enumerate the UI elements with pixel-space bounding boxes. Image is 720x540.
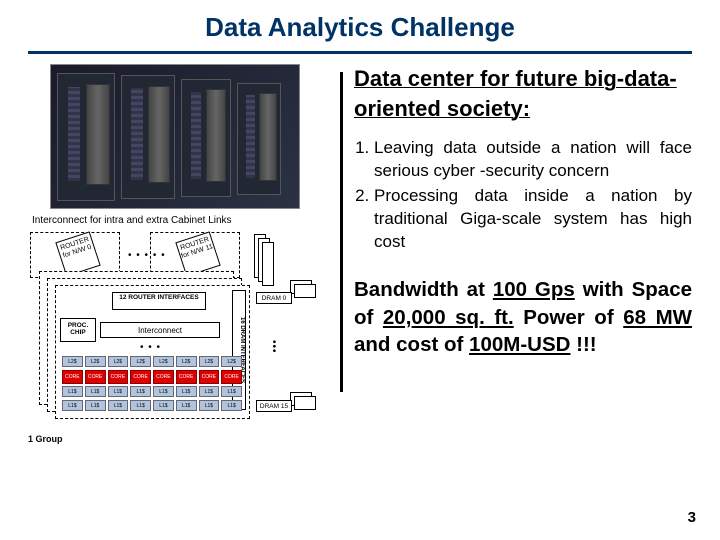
l2-cache-row: L2$L2$L2$L2$L2$L2$L2$L2$ <box>62 356 242 367</box>
list-item: Processing data inside a nation by tradi… <box>374 185 692 254</box>
group-label: 1 Group <box>28 434 63 444</box>
architecture-diagram: ROUTER for N/W 0 ROUTER for N/W 11 • • •… <box>28 230 336 440</box>
interconnect-caption: Interconnect for intra and extra Cabinet… <box>32 215 338 226</box>
bullet-list: Leaving data outside a nation will face … <box>354 137 692 254</box>
subtitle: Data center for future big-data-oriented… <box>354 64 692 123</box>
proc-chip: PROC. CHIP <box>60 318 96 342</box>
vertical-separator <box>340 72 343 392</box>
interconnect-bar: Interconnect <box>100 322 220 338</box>
left-column: Interconnect for intra and extra Cabinet… <box>28 64 338 440</box>
dram-0: DRAM 0 <box>256 292 292 304</box>
dram-15: DRAM 15 <box>256 400 292 412</box>
l1-cache-row-b: L1$L1$L1$L1$L1$L1$L1$L1$ <box>62 400 242 411</box>
l1-cache-row-a: L1$L1$L1$L1$L1$L1$L1$L1$ <box>62 386 242 397</box>
right-column: Data center for future big-data-oriented… <box>346 64 692 440</box>
core-row: CORECORECORECORECORECORECORECORE <box>62 370 242 384</box>
highlight-text: Bandwidth at 100 Gps with Space of 20,00… <box>354 276 692 359</box>
router-interfaces: 12 ROUTER INTERFACES <box>112 292 206 310</box>
page-number: 3 <box>688 509 696 526</box>
content-area: Interconnect for intra and extra Cabinet… <box>0 64 720 440</box>
slide-title: Data Analytics Challenge <box>0 0 720 51</box>
datacenter-photo <box>50 64 300 209</box>
title-rule <box>28 51 692 54</box>
list-item: Leaving data outside a nation will face … <box>374 137 692 183</box>
